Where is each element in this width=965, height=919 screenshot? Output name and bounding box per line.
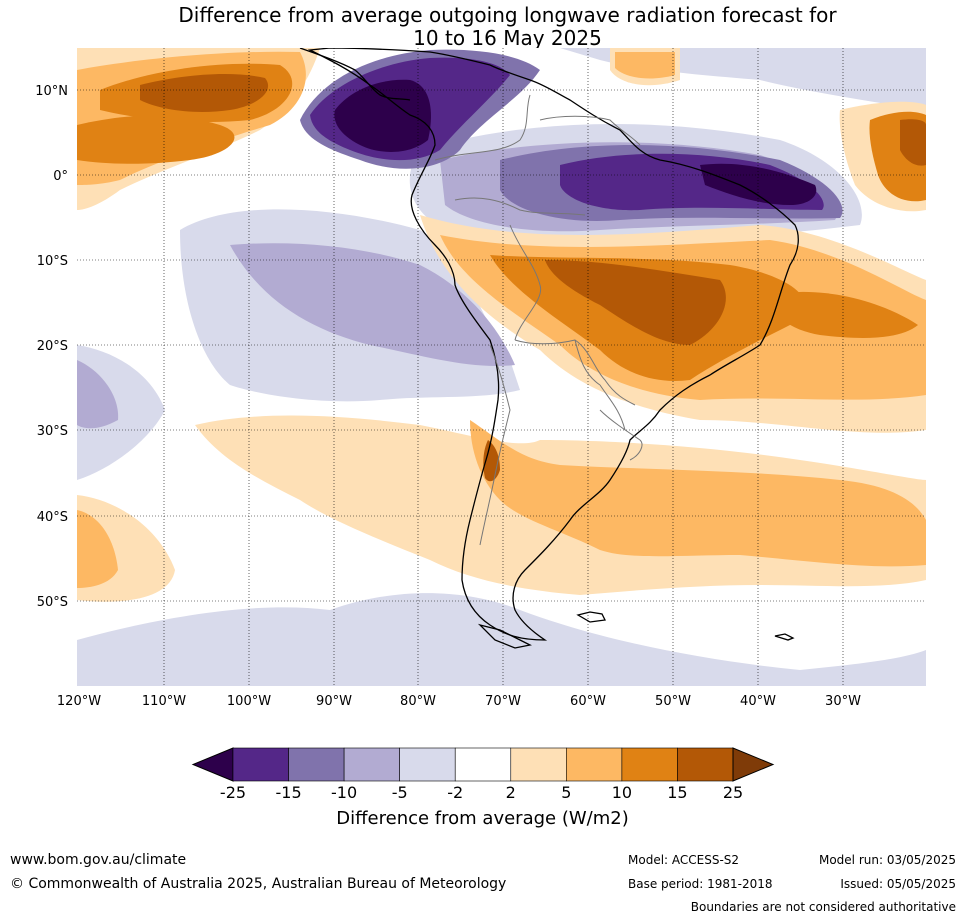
graticule [77, 48, 926, 686]
colorbar-title: Difference from average (W/m2) [336, 808, 629, 829]
anomaly-light-purple-south [77, 593, 926, 686]
south-america-coastline [307, 48, 799, 641]
title-line-1: Difference from average outgoing longwav… [178, 3, 837, 27]
lat-label-10n: 10°N [35, 84, 68, 99]
lon-label-120w: 120°W [57, 694, 101, 709]
colorbar-tick-label: -5 [392, 783, 408, 802]
lon-label-70w: 70°W [485, 694, 521, 709]
central-america-coastline [299, 48, 411, 101]
lon-label-40w: 40°W [740, 694, 776, 709]
longitude-labels: 120°W 110°W 100°W 90°W 80°W 70°W 60°W 50… [57, 694, 861, 709]
colorbar-swatch [621, 747, 678, 782]
model-name: Model: ACCESS-S2 [628, 853, 740, 867]
colorbar: -25 -15 -10 -5 -2 2 5 10 15 25 [191, 747, 775, 802]
colorbar-tick-label: -2 [447, 783, 463, 802]
lat-label-30s: 30°S [37, 424, 68, 439]
lat-label-40s: 40°S [37, 510, 68, 525]
website-link[interactable]: www.bom.gov.au/climate [10, 852, 187, 868]
title-line-2: 10 to 16 May 2025 [413, 26, 602, 50]
anomaly-brown-brazil [545, 260, 726, 345]
colorbar-tick-label: 15 [667, 783, 687, 802]
anomaly-brown-east [900, 119, 926, 166]
anomaly-mid-purple-west [230, 243, 515, 366]
lon-label-80w: 80°W [400, 694, 436, 709]
colorbar-tick-label: -25 [220, 783, 246, 802]
lat-label-20s: 20°S [37, 339, 68, 354]
lon-label-100w: 100°W [227, 694, 271, 709]
lon-label-60w: 60°W [570, 694, 606, 709]
anomaly-dark-orange-atlantic [770, 291, 918, 338]
tierra-del-fuego [477, 623, 532, 649]
lat-label-0: 0° [53, 169, 68, 184]
copyright-text: © Commonwealth of Australia 2025, Austra… [10, 876, 507, 892]
anomaly-dark-orange-north [77, 115, 235, 164]
colorbar-swatch [232, 747, 289, 782]
anomaly-darkest-purple-amazon [700, 163, 817, 205]
colorbar-swatch [399, 747, 456, 782]
coastlines [299, 48, 799, 649]
colorbar-tick-label: 5 [561, 783, 571, 802]
colorbar-tick-label: -15 [275, 783, 301, 802]
anomaly-orange-southwest [77, 510, 118, 588]
boundary-disclaimer: Boundaries are not considered authoritat… [690, 900, 956, 914]
south-georgia [774, 633, 795, 641]
colorbar-swatches [191, 747, 775, 782]
map-title: Difference from average outgoing longwav… [0, 4, 965, 50]
colorbar-swatch [510, 747, 567, 782]
colorbar-tick-label: -10 [331, 783, 357, 802]
colorbar-tick-label: 2 [506, 783, 516, 802]
colorbar-swatch [566, 747, 623, 782]
anomaly-field [77, 48, 926, 686]
latitude-labels: 10°N 0° 10°S 20°S 30°S 40°S 50°S [35, 84, 68, 610]
lon-label-90w: 90°W [316, 694, 352, 709]
issued-date: Issued: 05/05/2025 [840, 877, 956, 891]
colorbar-tick-labels: -25 -15 -10 -5 -2 2 5 10 15 25 [220, 783, 743, 802]
falklands [576, 611, 606, 623]
lon-label-30w: 30°W [825, 694, 861, 709]
colorbar-arrow-low [191, 747, 234, 782]
colorbar-swatch [288, 747, 345, 782]
base-period: Base period: 1981-2018 [628, 877, 773, 891]
model-run: Model run: 03/05/2025 [818, 853, 956, 867]
anomaly-darkest-purple-colombia [334, 79, 431, 152]
lon-label-50w: 50°W [655, 694, 691, 709]
lon-label-110w: 110°W [142, 694, 186, 709]
colorbar-swatch [454, 747, 512, 782]
colorbar-tick-label: 25 [723, 783, 743, 802]
country-borders [434, 94, 643, 546]
anomaly-orange-topright [615, 52, 675, 79]
anomaly-orange-south [470, 420, 926, 567]
anomaly-mid-purple-farwest [77, 360, 119, 429]
colorbar-arrow-high [732, 747, 775, 782]
anomaly-brown-north [140, 74, 269, 112]
colorbar-swatch [677, 747, 734, 782]
colorbar-swatch [343, 747, 400, 782]
map: 10°N 0° 10°S 20°S 30°S 40°S 50°S 120°W 1… [35, 48, 926, 709]
colorbar-tick-label: 10 [612, 783, 632, 802]
lat-label-50s: 50°S [37, 595, 68, 610]
lat-label-10s: 10°S [37, 254, 68, 269]
